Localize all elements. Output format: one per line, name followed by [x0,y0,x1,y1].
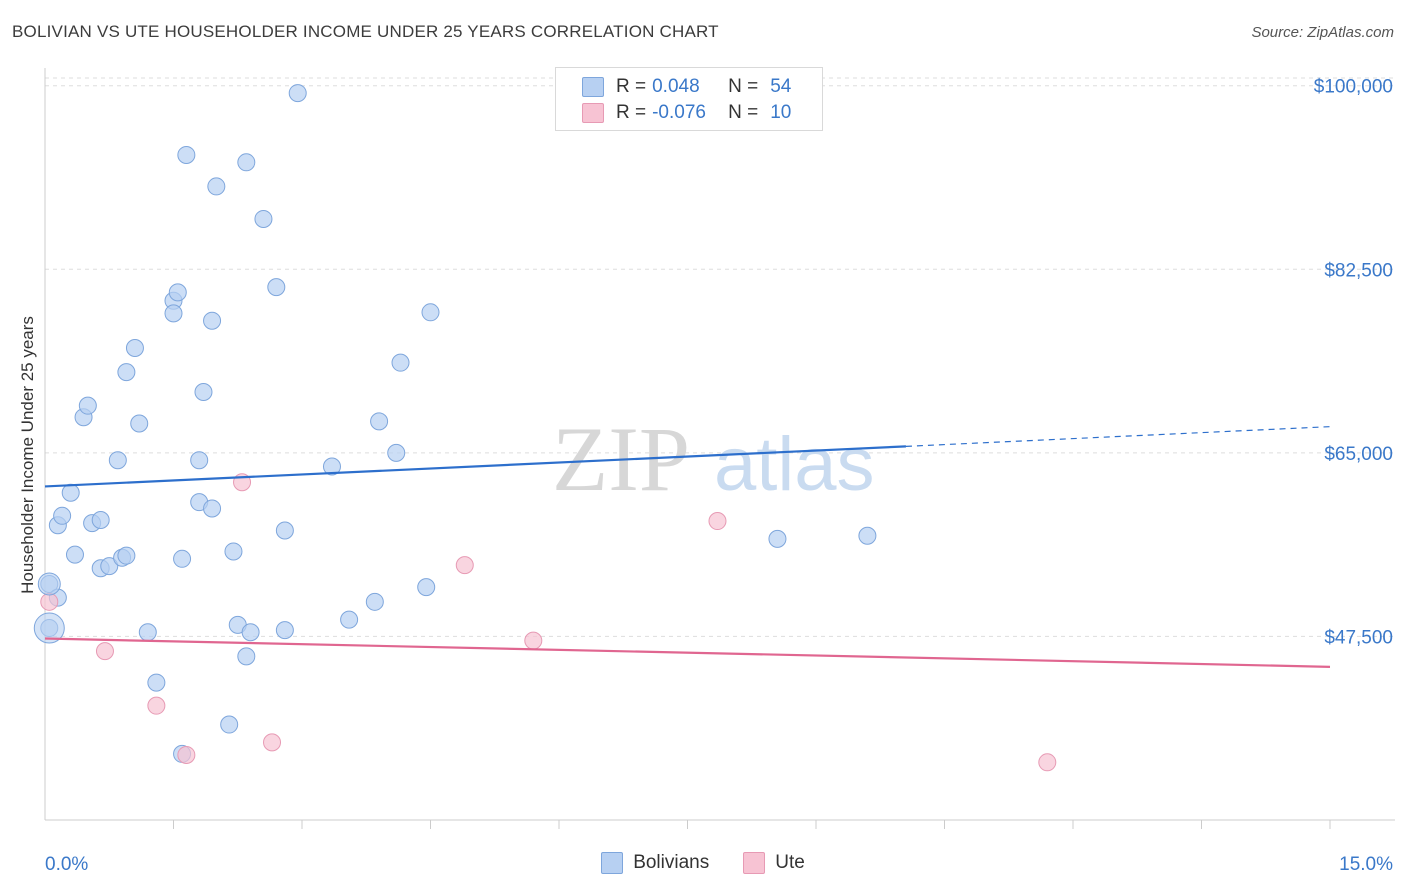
bolivians-point-large [37,572,61,596]
bolivians-point [288,84,307,103]
bolivians-point [768,529,787,548]
n-value: 54 [770,76,792,97]
bolivians-point [100,557,119,576]
bolivians-point [168,283,187,302]
watermark-atlas: atlas [714,422,875,507]
bolivians-point [173,549,192,568]
bolivians-point [275,521,294,540]
ute-point [263,733,282,752]
y-tick-label: $100,000 [1314,77,1393,98]
bolivians-point-large [33,612,65,644]
bolivians-point [164,304,183,323]
n-label: N = [728,76,759,97]
chart-title: BOLIVIAN VS UTE HOUSEHOLDER INCOME UNDER… [12,22,719,41]
r-value: 0.048 [652,76,700,97]
r-value: -0.076 [652,102,706,123]
bolivians-point [237,647,256,666]
bolivians-point [241,623,260,642]
bolivians-point [65,545,84,564]
bolivians-point [190,451,209,470]
bolivians-point [267,278,286,297]
bolivians-point [138,623,157,642]
bolivians-point [130,414,149,433]
legend-row-bolivians: R = 0.048 N = 54 [582,75,791,99]
y-tick-label: $82,500 [1324,260,1393,281]
bolivians-point [224,542,243,561]
x-tick-label-max: 15.0% [1339,854,1393,875]
bolivians-point [387,443,406,462]
bolivians-point [53,506,72,525]
legend-row-ute: R = -0.076 N = 10 [582,101,791,125]
bolivians-legend-label: Bolivians [633,852,710,873]
y-tick-label: $47,500 [1324,627,1393,648]
bolivians-point [417,578,436,597]
ute-point [708,512,727,531]
ute-point [524,631,543,650]
bolivians-point [322,457,341,476]
bolivians-trendline-extension [905,426,1331,447]
n-label: N = [728,102,759,123]
bolivians-point [203,311,222,330]
r-label: R = [616,76,647,97]
bolivians-point [61,483,80,502]
bolivians-trendline [44,445,907,488]
bolivians-point [254,209,273,228]
bolivians-point [78,396,97,415]
y-axis-label-wrap: Householder Income Under 25 years [18,316,38,594]
bolivians-point [391,353,410,372]
bolivians-point [125,338,144,357]
bolivians-point [177,145,196,164]
bolivians-point [370,412,389,431]
ute-point [40,592,59,611]
bolivians-point [340,610,359,629]
n-value: 10 [770,102,792,123]
ute-point [455,556,474,575]
bolivians-point [220,715,239,734]
r-label: R = [616,102,647,123]
bolivians-point [117,546,136,565]
series-legend: Bolivians Ute [0,852,1406,874]
x-tick-label-min: 0.0% [45,854,88,875]
bolivians-point [237,153,256,172]
ute-trendline [44,637,1331,668]
bolivians-legend-swatch [601,852,624,874]
legend-item-bolivians[interactable]: Bolivians [601,852,709,874]
bolivians-point [117,363,136,382]
ute-point [147,696,166,715]
y-axis-label: Householder Income Under 25 years [18,316,37,594]
bolivians-point [91,511,110,529]
source-label: Source: ZipAtlas.com [1251,24,1394,41]
legend-item-ute[interactable]: Ute [743,852,805,874]
bolivians-point [147,673,166,692]
y-tick-label: $65,000 [1324,444,1393,465]
bolivians-point [203,499,222,518]
ute-point [177,745,196,764]
ute-point [1038,753,1057,772]
bolivians-point [421,303,440,322]
bolivians-point [207,177,226,196]
bolivians-point [108,451,127,470]
bolivians-point [275,621,294,640]
bolivians-point [194,383,213,402]
bolivians-point [365,592,384,611]
bolivians-point [858,526,877,545]
ute-swatch [582,103,604,123]
bolivians-swatch [582,77,604,97]
ute-point [95,642,114,661]
ute-legend-swatch [743,852,766,874]
correlation-legend: R = 0.048 N = 54 R = -0.076 N = 10 [555,67,823,131]
ute-legend-label: Ute [775,852,805,873]
